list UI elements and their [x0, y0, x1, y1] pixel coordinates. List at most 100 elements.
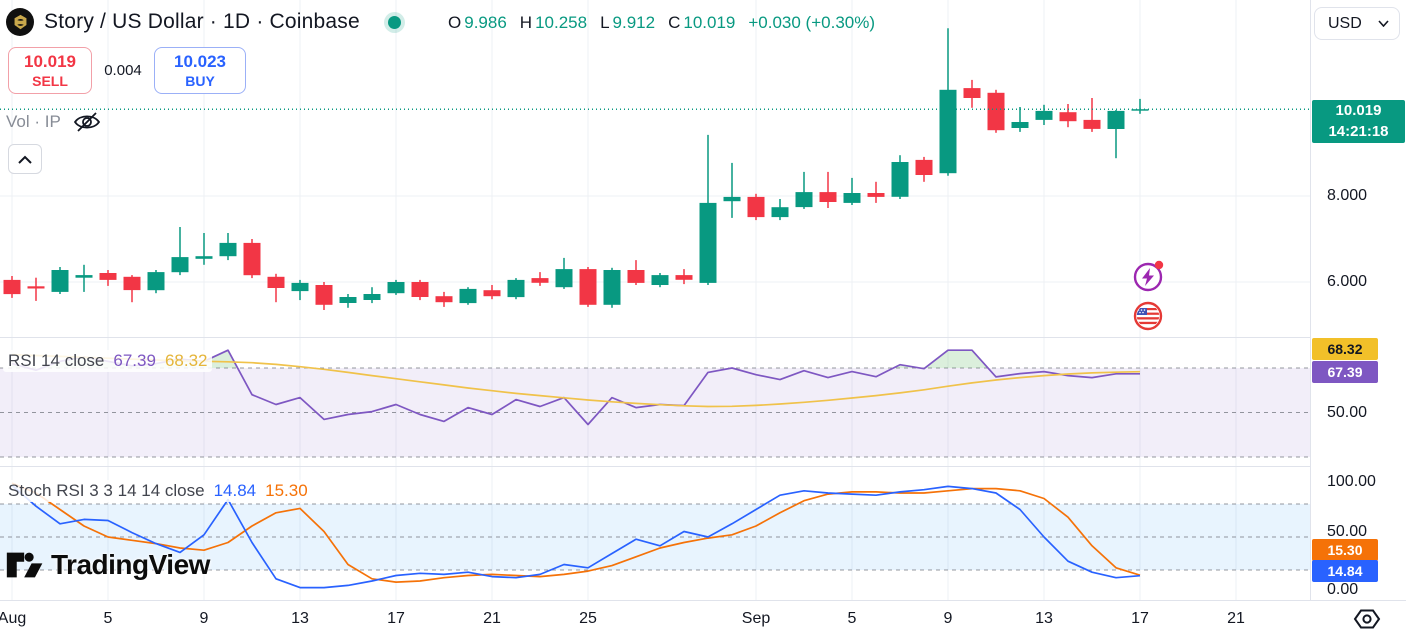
event-lightning-icon[interactable]	[1129, 257, 1167, 295]
price-tick-label: 6.000	[1327, 273, 1368, 290]
countdown-timer: 14:21:18	[1328, 122, 1389, 140]
indicator-value-badge: 15.30	[1312, 539, 1378, 561]
chevron-down-icon	[1378, 20, 1389, 27]
volume-indicator-label[interactable]: Vol · IP	[6, 112, 61, 131]
candlestick-series	[3, 28, 1149, 310]
indicator-tick-label: 50.00	[1327, 404, 1368, 421]
spread-value: 0.004	[104, 62, 142, 79]
candle-body	[291, 282, 309, 292]
symbol-logo-icon	[6, 8, 34, 36]
candle-body	[531, 278, 549, 283]
candle-body	[1011, 122, 1029, 128]
sell-price: 10.019	[24, 52, 76, 71]
tradingview-logo-icon	[6, 552, 43, 578]
candle-body	[939, 89, 957, 174]
eye-off-icon[interactable]	[73, 110, 101, 134]
current-price: 10.019	[1335, 102, 1382, 120]
ohlc-readout: O 9.986 H 10.258 L 9.912 C 10.019 +0.030 (+0…	[448, 13, 875, 33]
candle-body	[411, 282, 429, 297]
candle-body	[507, 279, 525, 298]
candle-body	[579, 269, 597, 305]
time-scale-axis[interactable]: Aug 5 9 13 17 21 25 Sep 5 9 13 17 21	[0, 600, 1406, 636]
stoch-k-value: 14.84	[213, 481, 257, 500]
candle-body	[1107, 110, 1125, 129]
candle-body	[915, 159, 933, 175]
ohlc-low: L 9.912	[600, 13, 656, 32]
candle-body	[651, 275, 669, 285]
candle-body	[699, 202, 717, 283]
event-us-flag-icon[interactable]	[1130, 298, 1166, 334]
candle-body	[795, 192, 813, 208]
time-tick-label: Aug	[0, 610, 27, 627]
candle-body	[195, 256, 213, 259]
candle-body	[843, 193, 861, 203]
collapse-panel-button[interactable]	[8, 144, 42, 174]
ohlc-close: C 10.019	[668, 13, 736, 32]
indicator-tick-label: 0.00	[1327, 581, 1359, 598]
indicator-value-badge: 14.84	[1312, 560, 1378, 582]
candle-body	[51, 270, 69, 292]
time-tick-label: 9	[943, 610, 953, 627]
rsi-indicator-label[interactable]: RSI 14 close	[8, 351, 105, 370]
candle-body	[987, 92, 1005, 131]
time-tick-label: 13	[1035, 610, 1053, 627]
indicator-tick-label: 50.00	[1327, 523, 1368, 540]
rsi-value: 67.39	[113, 351, 156, 370]
indicator-value-badge: 68.32	[1312, 338, 1378, 360]
chart-canvas[interactable]	[0, 0, 1310, 600]
pane-separator-stoch[interactable]	[0, 466, 1406, 467]
symbol-title[interactable]: Story / US Dollar · 1D · Coinbase	[44, 10, 360, 33]
candle-body	[219, 242, 237, 257]
time-tick-label: 17	[387, 610, 405, 627]
candle-body	[267, 276, 285, 288]
sell-button[interactable]: 10.019 SELL	[8, 47, 92, 94]
candle-body	[1035, 110, 1053, 120]
candle-body	[243, 242, 261, 276]
candle-body	[459, 288, 477, 304]
time-tick-label: 5	[847, 610, 857, 627]
time-tick-label: 21	[483, 610, 501, 627]
chevron-up-icon	[18, 155, 32, 164]
time-tick-label: 17	[1131, 610, 1149, 627]
sell-label: SELL	[32, 73, 68, 89]
buy-price: 10.023	[174, 52, 226, 71]
indicator-tick-label: 100.00	[1327, 473, 1376, 490]
candle-body	[27, 286, 45, 289]
candle-body	[171, 257, 189, 273]
price-tick-label: 8.000	[1327, 187, 1368, 204]
story-token-icon	[14, 14, 26, 29]
candle-body	[555, 269, 573, 288]
time-tick-label: 9	[199, 610, 209, 627]
pane-separator-rsi[interactable]	[0, 337, 1406, 338]
candle-body	[315, 285, 333, 305]
candle-body	[867, 193, 885, 197]
ohlc-open: O 9.986	[448, 13, 507, 32]
currency-selector[interactable]: USD	[1314, 7, 1400, 40]
candle-body	[75, 275, 93, 278]
ohlc-high: H 10.258	[519, 13, 588, 32]
price-scale-axis[interactable]: USD 10.019 14:21:18 8.000 6.000 68.32 67.39…	[1310, 0, 1406, 600]
candle-body	[435, 296, 453, 303]
candle-body	[123, 276, 141, 291]
market-status-dot[interactable]	[387, 15, 401, 29]
stoch-rsi-indicator-label[interactable]: Stoch RSI 3 3 14 14 close	[8, 481, 205, 500]
candle-body	[819, 192, 837, 202]
candle-body	[99, 273, 117, 280]
candle-body	[603, 270, 621, 305]
time-tick-label: 5	[103, 610, 113, 627]
rsi-ma-value: 68.32	[164, 351, 208, 370]
candle-body	[339, 297, 357, 303]
candle-body	[963, 88, 981, 98]
price-change: +0.030 (+0.30%)	[748, 13, 876, 32]
candle-body	[387, 282, 405, 294]
time-tick-label: 25	[579, 610, 597, 627]
candle-body	[483, 290, 501, 297]
candle-body	[627, 270, 645, 283]
time-tick-label: 21	[1227, 610, 1245, 627]
timescale-settings-icon[interactable]	[1352, 607, 1382, 631]
candle-body	[1059, 112, 1077, 122]
candle-body	[675, 275, 693, 280]
tradingview-watermark[interactable]: TradingView	[6, 549, 210, 581]
buy-button[interactable]: 10.023 BUY	[154, 47, 246, 94]
